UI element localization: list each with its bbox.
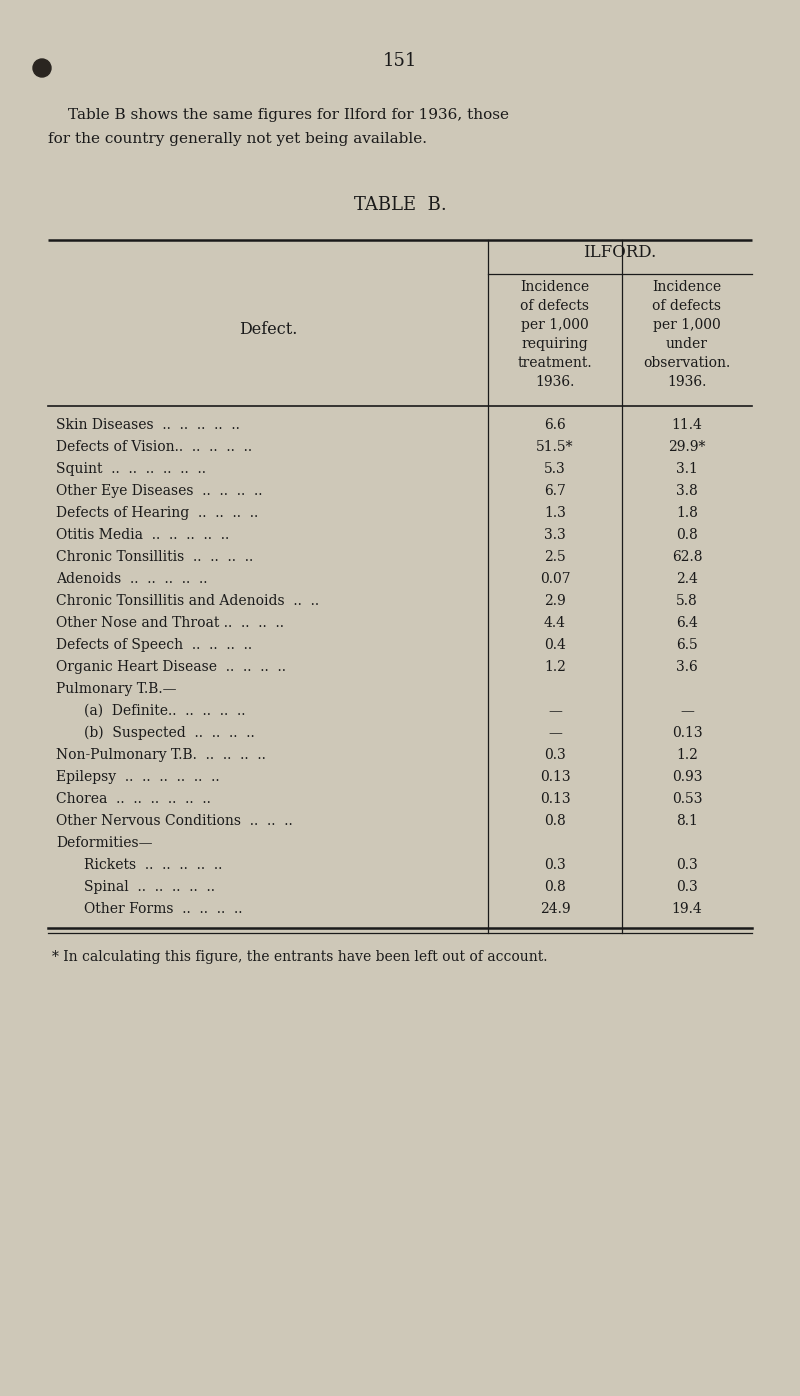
Text: Deformities—: Deformities—	[56, 836, 153, 850]
Text: Rickets  ..  ..  ..  ..  ..: Rickets .. .. .. .. ..	[84, 859, 222, 872]
Text: Otitis Media  ..  ..  ..  ..  ..: Otitis Media .. .. .. .. ..	[56, 528, 230, 542]
Text: Non-Pulmonary T.B.  ..  ..  ..  ..: Non-Pulmonary T.B. .. .. .. ..	[56, 748, 266, 762]
Text: 29.9*: 29.9*	[668, 440, 706, 454]
Text: Adenoids  ..  ..  ..  ..  ..: Adenoids .. .. .. .. ..	[56, 572, 207, 586]
Text: Other Eye Diseases  ..  ..  ..  ..: Other Eye Diseases .. .. .. ..	[56, 484, 262, 498]
Text: 5.3: 5.3	[544, 462, 566, 476]
Text: 3.3: 3.3	[544, 528, 566, 542]
Text: Chronic Tonsillitis  ..  ..  ..  ..: Chronic Tonsillitis .. .. .. ..	[56, 550, 254, 564]
Text: 6.7: 6.7	[544, 484, 566, 498]
Text: Incidence
of defects
per 1,000
under
observation.
1936.: Incidence of defects per 1,000 under obs…	[643, 281, 730, 388]
Text: ILFORD.: ILFORD.	[583, 244, 657, 261]
Text: 0.13: 0.13	[672, 726, 702, 740]
Text: Skin Diseases  ..  ..  ..  ..  ..: Skin Diseases .. .. .. .. ..	[56, 417, 240, 431]
Text: (a)  Definite..  ..  ..  ..  ..: (a) Definite.. .. .. .. ..	[84, 704, 246, 718]
Text: 2.4: 2.4	[676, 572, 698, 586]
Text: 3.1: 3.1	[676, 462, 698, 476]
Text: 5.8: 5.8	[676, 595, 698, 609]
Text: 2.5: 2.5	[544, 550, 566, 564]
Text: Pulmonary T.B.—: Pulmonary T.B.—	[56, 683, 177, 697]
Text: 8.1: 8.1	[676, 814, 698, 828]
Text: 0.13: 0.13	[540, 792, 570, 805]
Text: 0.13: 0.13	[540, 771, 570, 785]
Text: 19.4: 19.4	[672, 902, 702, 916]
Text: 11.4: 11.4	[671, 417, 702, 431]
Text: 1.2: 1.2	[676, 748, 698, 762]
Text: 0.3: 0.3	[676, 879, 698, 893]
Text: 3.8: 3.8	[676, 484, 698, 498]
Text: 6.6: 6.6	[544, 417, 566, 431]
Text: Chorea  ..  ..  ..  ..  ..  ..: Chorea .. .. .. .. .. ..	[56, 792, 211, 805]
Text: 3.6: 3.6	[676, 660, 698, 674]
Text: 0.3: 0.3	[544, 748, 566, 762]
Text: —: —	[548, 704, 562, 718]
Text: 0.3: 0.3	[544, 859, 566, 872]
Text: 0.53: 0.53	[672, 792, 702, 805]
Text: 24.9: 24.9	[540, 902, 570, 916]
Text: 62.8: 62.8	[672, 550, 702, 564]
Text: 2.9: 2.9	[544, 595, 566, 609]
Text: 0.8: 0.8	[676, 528, 698, 542]
Text: —: —	[680, 704, 694, 718]
Text: Defects of Speech  ..  ..  ..  ..: Defects of Speech .. .. .. ..	[56, 638, 252, 652]
Text: Organic Heart Disease  ..  ..  ..  ..: Organic Heart Disease .. .. .. ..	[56, 660, 286, 674]
Text: for the country generally not yet being available.: for the country generally not yet being …	[48, 133, 427, 147]
Text: 0.93: 0.93	[672, 771, 702, 785]
Text: 51.5*: 51.5*	[536, 440, 574, 454]
Text: TABLE  B.: TABLE B.	[354, 195, 446, 214]
Circle shape	[33, 59, 51, 77]
Text: 4.4: 4.4	[544, 616, 566, 630]
Text: * In calculating this figure, the entrants have been left out of account.: * In calculating this figure, the entran…	[52, 951, 547, 965]
Text: 0.8: 0.8	[544, 879, 566, 893]
Text: Incidence
of defects
per 1,000
requiring
treatment.
1936.: Incidence of defects per 1,000 requiring…	[518, 281, 592, 388]
Text: Squint  ..  ..  ..  ..  ..  ..: Squint .. .. .. .. .. ..	[56, 462, 206, 476]
Text: Other Nose and Throat ..  ..  ..  ..: Other Nose and Throat .. .. .. ..	[56, 616, 284, 630]
Text: Epilepsy  ..  ..  ..  ..  ..  ..: Epilepsy .. .. .. .. .. ..	[56, 771, 220, 785]
Text: Table B shows the same figures for Ilford for 1936, those: Table B shows the same figures for Ilfor…	[68, 107, 509, 121]
Text: Spinal  ..  ..  ..  ..  ..: Spinal .. .. .. .. ..	[84, 879, 215, 893]
Text: Other Nervous Conditions  ..  ..  ..: Other Nervous Conditions .. .. ..	[56, 814, 293, 828]
Text: 1.3: 1.3	[544, 505, 566, 519]
Text: 151: 151	[383, 52, 417, 70]
Text: 0.07: 0.07	[540, 572, 570, 586]
Text: 1.2: 1.2	[544, 660, 566, 674]
Text: Defect.: Defect.	[239, 321, 297, 338]
Text: 6.5: 6.5	[676, 638, 698, 652]
Text: 0.3: 0.3	[676, 859, 698, 872]
Text: 1.8: 1.8	[676, 505, 698, 519]
Text: Defects of Vision..  ..  ..  ..  ..: Defects of Vision.. .. .. .. ..	[56, 440, 252, 454]
Text: 0.4: 0.4	[544, 638, 566, 652]
Text: Other Forms  ..  ..  ..  ..: Other Forms .. .. .. ..	[84, 902, 242, 916]
Text: (b)  Suspected  ..  ..  ..  ..: (b) Suspected .. .. .. ..	[84, 726, 254, 740]
Text: —: —	[548, 726, 562, 740]
Text: 0.8: 0.8	[544, 814, 566, 828]
Text: 6.4: 6.4	[676, 616, 698, 630]
Text: Defects of Hearing  ..  ..  ..  ..: Defects of Hearing .. .. .. ..	[56, 505, 258, 519]
Text: Chronic Tonsillitis and Adenoids  ..  ..: Chronic Tonsillitis and Adenoids .. ..	[56, 595, 319, 609]
